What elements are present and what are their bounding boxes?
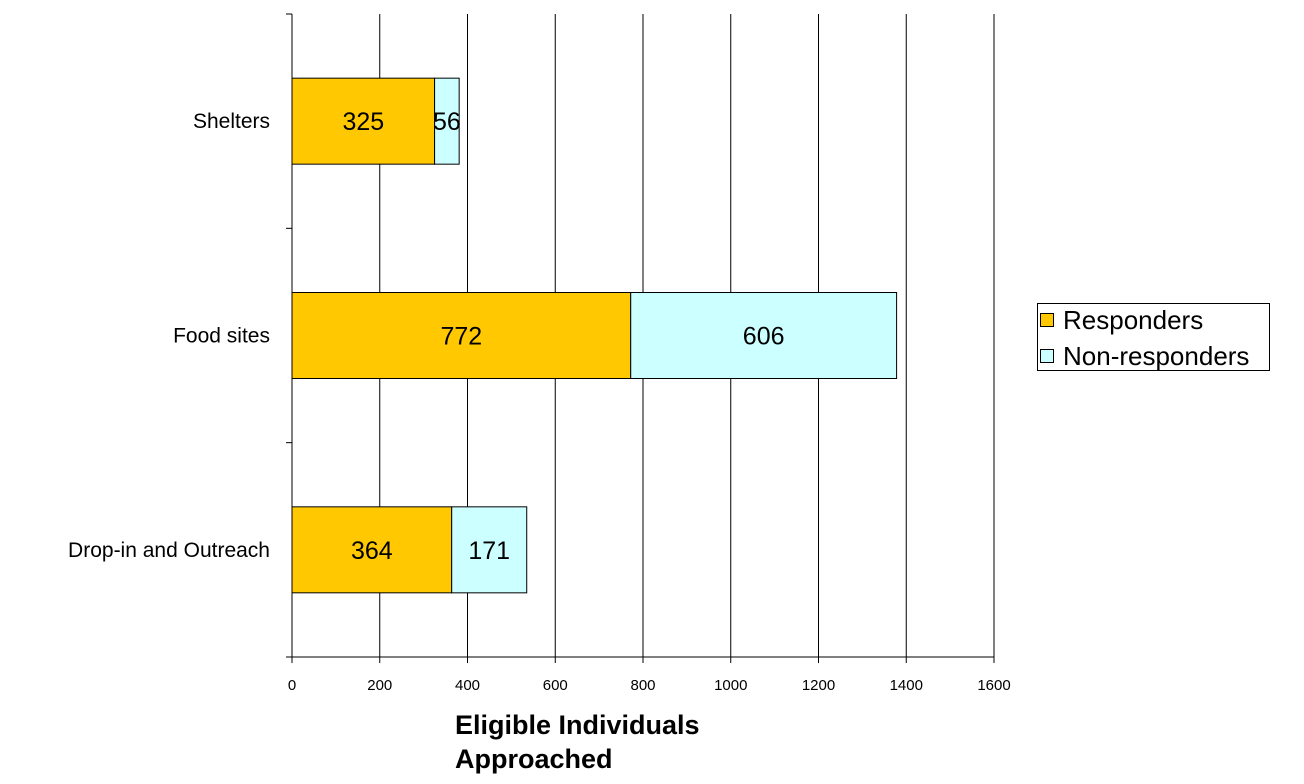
x-tick-label: 200: [367, 677, 392, 694]
x-tick-label: 0: [288, 677, 296, 694]
y-category-label: Shelters: [193, 110, 270, 133]
x-tick-label: 600: [543, 677, 568, 694]
legend-swatch-responders: [1040, 313, 1054, 327]
legend-swatch-non-responders: [1040, 349, 1054, 363]
legend-label-responders: Responders: [1063, 304, 1204, 335]
legend: Responders Non-responders: [1037, 303, 1270, 371]
data-label-non-responders: 171: [468, 537, 510, 565]
data-label-non-responders: 606: [743, 323, 785, 351]
x-tick-label: 1200: [802, 677, 835, 694]
x-tick-label: 1400: [890, 677, 923, 694]
legend-label-non-responders: Non-responders: [1063, 340, 1250, 371]
x-tick-label: 1600: [977, 677, 1010, 694]
bar-responders: [291, 77, 436, 165]
bar-non-responders: [434, 77, 460, 165]
y-category-label: Drop-in and Outreach: [68, 539, 270, 562]
bar-responders: [291, 292, 632, 379]
data-label-responders: 364: [351, 537, 393, 565]
y-category-label: Food sites: [173, 325, 270, 348]
legend-item-non-responders: Non-responders: [1038, 340, 1249, 372]
x-tick-label: 1000: [714, 677, 747, 694]
legend-item-responders: Responders: [1038, 304, 1203, 336]
bar-non-responders: [451, 506, 528, 594]
x-tick-label: 400: [455, 677, 480, 694]
x-axis-title: Eligible Individuals Approached: [455, 710, 700, 774]
x-tick-label: 800: [630, 677, 655, 694]
data-label-responders: 772: [440, 323, 482, 351]
data-label-non-responders: 56: [433, 108, 461, 136]
bar-non-responders: [630, 292, 898, 379]
data-label-responders: 325: [342, 108, 384, 136]
